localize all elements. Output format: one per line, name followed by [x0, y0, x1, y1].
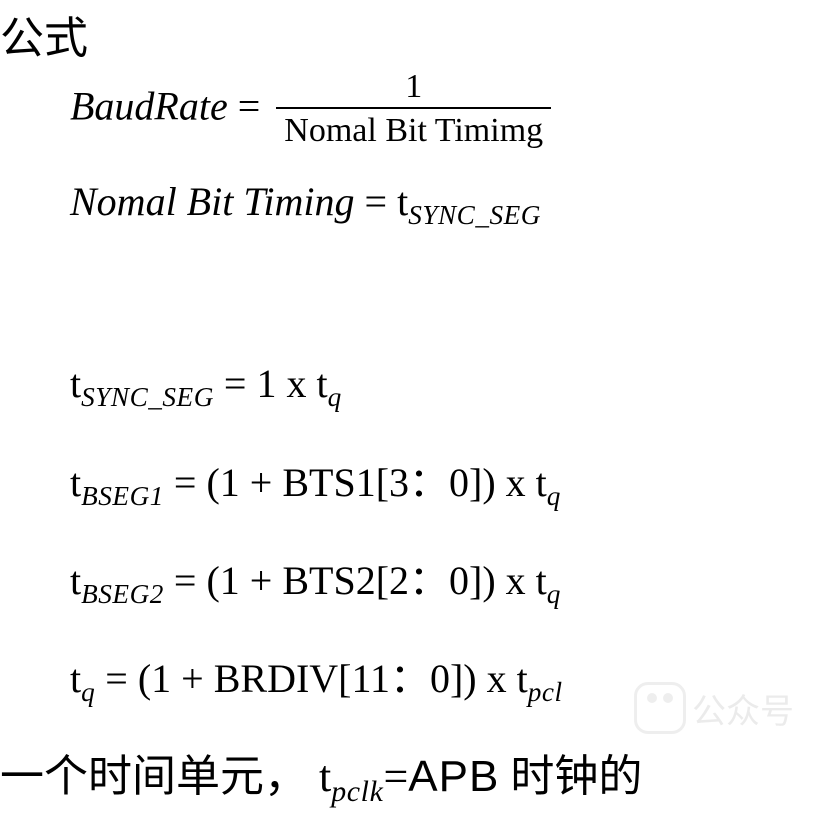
equation-nbt: Nomal Bit Timing = tSYNC_SEG — [70, 178, 541, 225]
section-title: 公式 — [0, 2, 88, 66]
eq5-sub2: q — [547, 579, 561, 609]
eq1-numerator: 1 — [276, 68, 551, 109]
equation-bseg2: tBSEG2 = (1 + BTS2[2：0]) x tq — [70, 548, 561, 606]
eq3-t: t — [70, 361, 81, 406]
eq5-mid: = (1 + BTS2[2：0]) x t — [174, 558, 547, 603]
equation-baudrate: BaudRate = 1 Nomal Bit Timimg — [70, 68, 557, 152]
eq1-lhs: BaudRate — [70, 83, 228, 128]
eq2-t: t — [397, 179, 408, 224]
eq5-t: t — [70, 558, 81, 603]
eq3-mid: = 1 x t — [224, 361, 328, 406]
eq2-sub: SYNC_SEG — [408, 200, 541, 230]
watermark: 公众号 — [634, 682, 794, 734]
eq4-t: t — [70, 460, 81, 505]
eq2-lhs: Nomal Bit Timing — [70, 179, 355, 224]
eq3-sub2: q — [328, 382, 342, 412]
eq6-t: t — [70, 656, 81, 701]
watermark-text: 公众号 — [692, 684, 794, 733]
bottom-suffix: 时钟的 — [499, 752, 642, 801]
bottom-apb: APB — [408, 752, 499, 801]
eq6-sub: q — [81, 677, 95, 707]
bottom-eq: = — [383, 752, 408, 801]
page: 公式 BaudRate = 1 Nomal Bit Timimg Nomal B… — [0, 0, 814, 814]
eq1-equals: = — [238, 83, 271, 128]
eq1-denominator: Nomal Bit Timimg — [276, 109, 551, 152]
eq3-sub: SYNC_SEG — [81, 382, 214, 412]
eq6-mid: = (1 + BRDIV[11：0]) x t — [105, 656, 527, 701]
eq5-sub: BSEG2 — [81, 579, 164, 609]
eq4-mid: = (1 + BTS1[3：0]) x t — [174, 460, 547, 505]
equation-bseg1: tBSEG1 = (1 + BTS1[3：0]) x tq — [70, 450, 561, 508]
bottom-text: 一个时间单元， tpclk=APB 时钟的 — [0, 740, 642, 804]
wechat-icon — [634, 682, 686, 734]
eq1-fraction: 1 Nomal Bit Timimg — [276, 68, 551, 152]
bottom-prefix: 一个时间单元， — [0, 752, 308, 801]
eq4-sub: BSEG1 — [81, 481, 164, 511]
bottom-t: t — [308, 752, 331, 801]
eq2-equals: = — [365, 179, 398, 224]
eq4-sub2: q — [547, 481, 561, 511]
equation-tq: tq = (1 + BRDIV[11：0]) x tpcl — [70, 646, 563, 704]
bottom-sub: pclk — [331, 775, 383, 808]
eq6-sub2: pcl — [528, 677, 563, 707]
equation-tsync: tSYNC_SEG = 1 x tq — [70, 360, 342, 407]
